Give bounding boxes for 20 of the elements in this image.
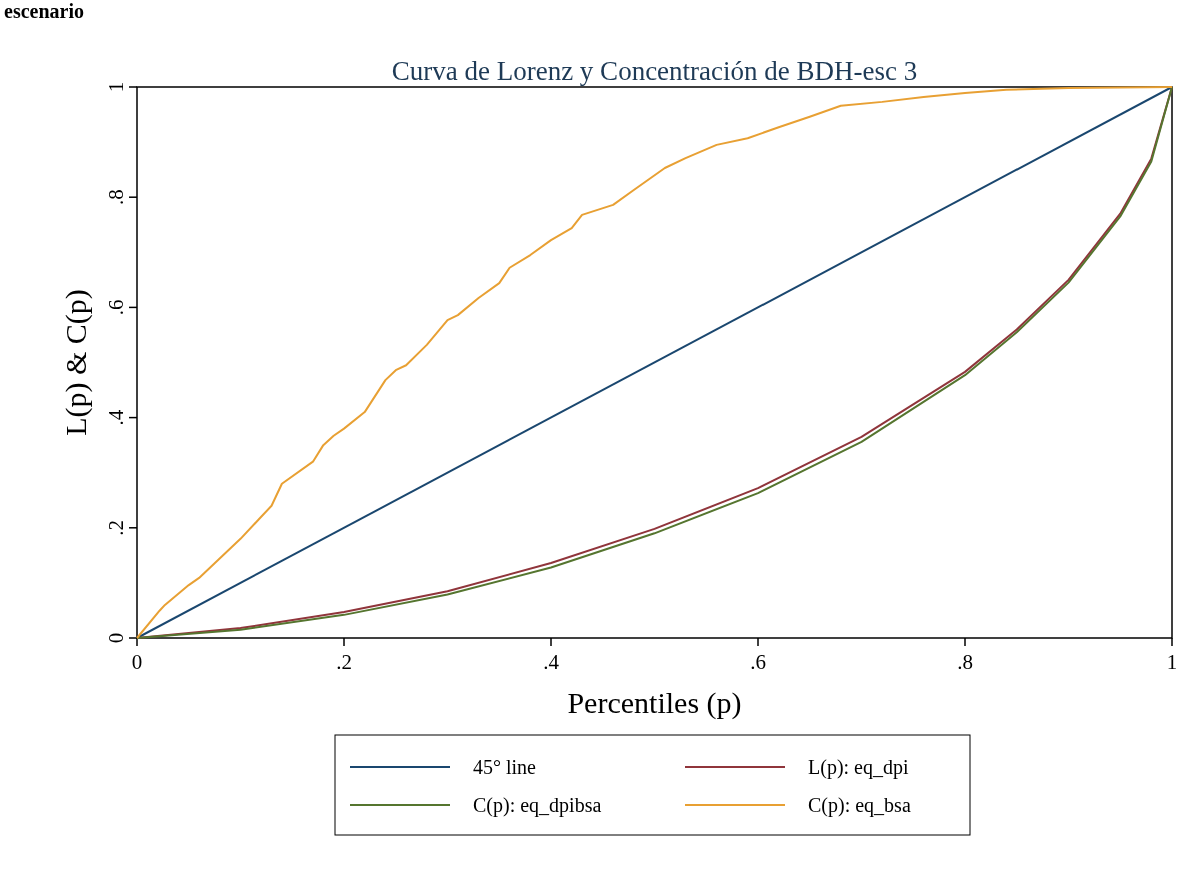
chart-title: Curva de Lorenz y Concentración de BDH-esc 3 bbox=[391, 56, 918, 86]
y-tick-label: .8 bbox=[104, 189, 128, 206]
y-tick-label: 1 bbox=[104, 81, 128, 93]
y-tick-label: .6 bbox=[104, 299, 128, 316]
legend-label: L(p): eq_dpi bbox=[808, 756, 909, 779]
y-axis-title: L(p) & C(p) bbox=[59, 289, 93, 436]
x-axis-title: Percentiles (p) bbox=[567, 686, 742, 720]
y-tick-label: .4 bbox=[104, 409, 128, 426]
y-tick-label: .2 bbox=[104, 519, 128, 536]
legend-label: C(p): eq_bsa bbox=[808, 794, 911, 817]
y-tick-label: 0 bbox=[104, 632, 128, 644]
x-tick-label: 1 bbox=[1166, 650, 1178, 674]
x-tick-label: 0 bbox=[131, 650, 143, 674]
x-tick-label: .2 bbox=[336, 650, 352, 674]
legend-label: 45° line bbox=[473, 756, 537, 778]
x-tick-label: .6 bbox=[750, 650, 766, 674]
text: escenario bbox=[4, 0, 84, 22]
legend-label: C(p): eq_dpibsa bbox=[473, 794, 602, 817]
x-tick-label: .4 bbox=[543, 650, 560, 674]
x-tick-label: .8 bbox=[957, 650, 973, 674]
